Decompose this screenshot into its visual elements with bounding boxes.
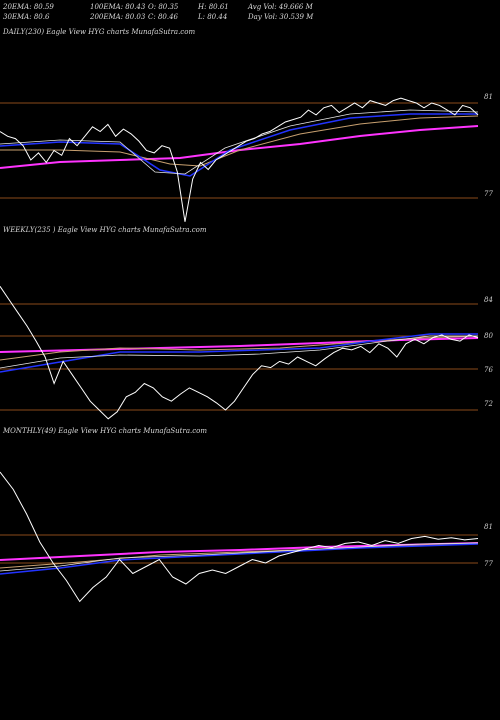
weekly-ema20-line	[0, 335, 478, 369]
hdr-high: H: 80.61	[198, 3, 229, 11]
hdr-ema100: 100EMA: 80.43	[90, 3, 146, 11]
daily-tick-77: 77	[484, 190, 493, 198]
hdr-low: L: 80.44	[198, 13, 228, 21]
monthly-panel-label: MONTHLY(49) Eagle View HYG charts Munafa…	[3, 427, 207, 435]
daily-price-line	[0, 97, 479, 222]
hdr-ema30: 30EMA: 80.6	[3, 13, 50, 21]
monthly-price-line	[0, 471, 479, 603]
weekly-tick-84: 84	[484, 296, 493, 304]
daily-tick-81: 81	[484, 93, 493, 101]
weekly-tick-72: 72	[484, 400, 493, 408]
weekly-panel-label: WEEKLY(235 ) Eagle View HYG charts Munaf…	[3, 226, 207, 234]
hdr-ema200: 200EMA: 80.03	[90, 13, 146, 21]
hdr-avgvol: Avg Vol: 49.666 M	[248, 3, 313, 11]
weekly-ema30-line	[0, 333, 478, 373]
weekly-tick-76: 76	[484, 366, 493, 374]
hdr-open: O: 80.35	[148, 3, 179, 11]
weekly-tick-80: 80	[484, 332, 493, 340]
monthly-ema20-line	[0, 542, 479, 572]
monthly-tick-77: 77	[484, 560, 493, 568]
daily-ema30-line	[0, 113, 478, 177]
weekly-ema200-line	[0, 337, 479, 353]
hdr-dayvol: Day Vol: 30.539 M	[248, 13, 314, 21]
monthly-panel: 81 77	[0, 471, 493, 603]
daily-ema20-line	[0, 109, 479, 175]
daily-panel-label: DAILY(230) Eagle View HYG charts MunafaS…	[3, 28, 196, 36]
hdr-ema20: 20EMA: 80.59	[3, 3, 54, 11]
weekly-price-line	[0, 286, 479, 420]
hdr-close: C: 80.46	[148, 13, 178, 21]
daily-panel: 81 77	[0, 93, 493, 222]
monthly-tick-81: 81	[484, 523, 493, 531]
weekly-panel: 84 80 76 72	[0, 286, 493, 420]
monthly-ema30-line	[0, 543, 479, 575]
